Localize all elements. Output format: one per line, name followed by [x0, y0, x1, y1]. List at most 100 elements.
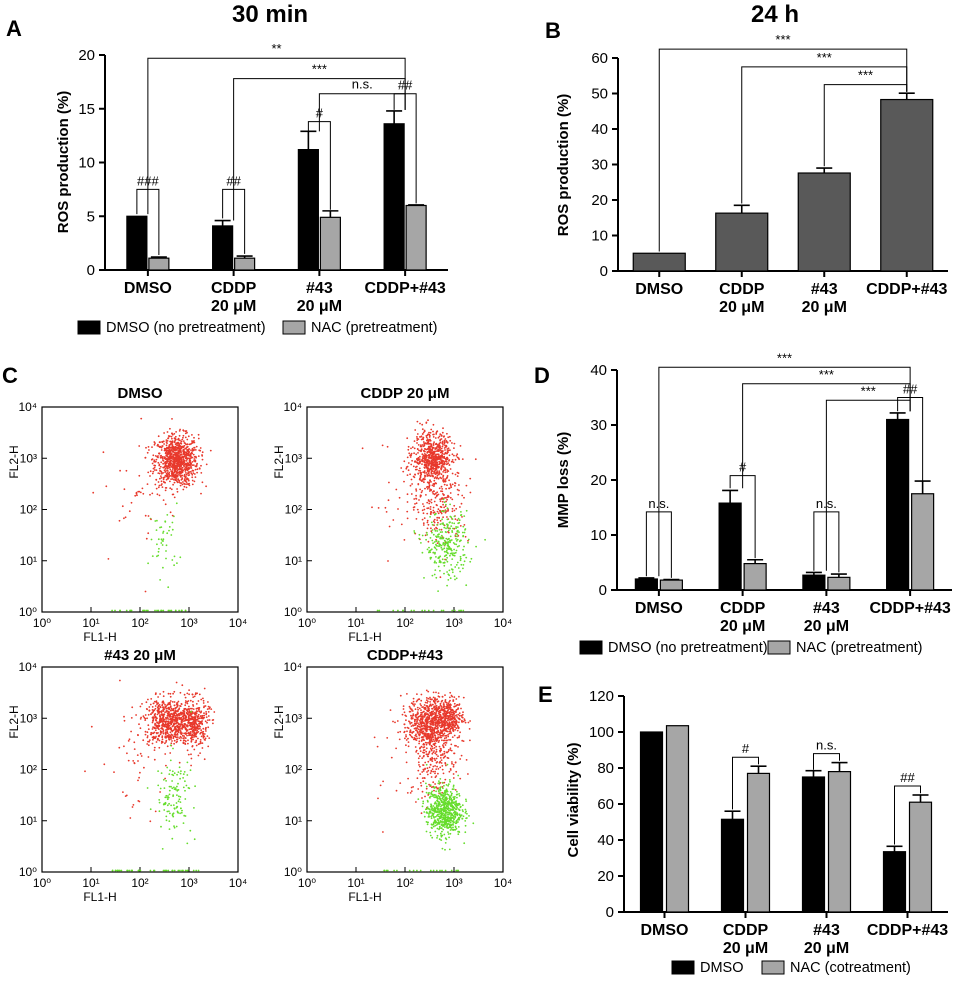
event-dot [421, 428, 424, 431]
event-dot [163, 869, 166, 872]
event-dot [433, 573, 436, 576]
category-label: 20 μM [719, 299, 764, 316]
event-dot [192, 730, 195, 732]
event-dot [178, 434, 181, 437]
event-dot [461, 716, 463, 719]
event-dot [186, 438, 189, 441]
event-dot [167, 458, 169, 460]
event-dot [456, 526, 459, 528]
event-dot [419, 773, 422, 775]
event-dot [453, 705, 456, 708]
event-dot [443, 483, 446, 486]
event-dot [426, 702, 429, 704]
event-dot [151, 555, 154, 557]
event-dot [447, 730, 449, 733]
event-dot [173, 463, 176, 466]
event-dot [180, 711, 183, 714]
event-dot [436, 709, 438, 712]
event-dot [434, 443, 437, 446]
event-dot [436, 510, 439, 513]
event-dot [453, 712, 456, 715]
event-dot [170, 709, 172, 712]
event-dot [155, 701, 158, 703]
bar [297, 149, 319, 271]
event-dot [451, 762, 453, 765]
event-dot [174, 447, 177, 449]
event-dot [165, 544, 168, 547]
event-dot [199, 752, 202, 754]
event-dot [171, 730, 174, 733]
event-dot [461, 719, 463, 722]
event-dot [411, 446, 414, 449]
event-dot [188, 708, 190, 711]
event-dot [204, 720, 207, 723]
event-dot [408, 710, 411, 713]
event-dot [146, 451, 149, 454]
event-dot [430, 711, 433, 714]
event-dot [442, 427, 444, 430]
event-dot [164, 796, 167, 799]
event-dot [178, 761, 181, 764]
event-dot [147, 744, 150, 747]
category-label: 20 μM [723, 940, 768, 957]
event-dot [430, 489, 432, 492]
event-dot [155, 478, 158, 481]
event-dot [174, 476, 177, 479]
event-dot [157, 784, 160, 787]
event-dot [130, 869, 133, 872]
event-dot [146, 736, 149, 739]
event-dot [182, 429, 185, 432]
event-dot [453, 734, 456, 737]
event-dot [458, 703, 461, 706]
event-dot [181, 455, 184, 458]
y-tick-label: 10¹ [20, 554, 37, 568]
event-dot [159, 579, 162, 581]
category-label: #43 [813, 922, 840, 939]
event-dot [458, 545, 460, 547]
event-dot [427, 439, 430, 441]
event-dot [430, 465, 432, 467]
event-dot [139, 752, 142, 755]
event-dot [154, 719, 157, 721]
event-dot [205, 712, 208, 715]
event-dot [426, 548, 429, 551]
significance-label: # [316, 106, 324, 121]
event-dot [197, 717, 200, 720]
event-dot [425, 538, 427, 541]
event-dot [422, 441, 425, 443]
event-dot [170, 440, 173, 443]
event-dot [451, 736, 454, 738]
event-dot [186, 692, 189, 695]
event-dot [448, 537, 450, 540]
event-dot [438, 706, 440, 708]
event-dot [194, 468, 197, 471]
event-dot [182, 464, 185, 467]
event-dot [176, 459, 179, 461]
bar [908, 801, 933, 913]
event-dot [162, 480, 165, 483]
event-dot [191, 745, 194, 748]
event-dot [401, 713, 404, 716]
event-dot [430, 521, 433, 524]
event-dot [428, 751, 431, 754]
event-dot [453, 442, 456, 445]
event-dot [449, 483, 452, 486]
event-dot [462, 609, 465, 612]
event-dot [435, 540, 438, 542]
event-dot [186, 749, 189, 752]
event-dot [406, 474, 409, 476]
event-dot [440, 754, 442, 757]
event-dot [165, 764, 167, 767]
event-dot [443, 732, 446, 735]
event-dot [437, 556, 440, 559]
event-dot [445, 460, 448, 463]
event-dot [149, 703, 152, 706]
event-dot [169, 728, 172, 731]
event-dot [440, 759, 443, 761]
event-dot [179, 772, 182, 775]
event-dot [452, 709, 454, 712]
event-dot [440, 473, 443, 476]
event-dot [427, 465, 430, 467]
significance-label: ### [137, 173, 159, 188]
